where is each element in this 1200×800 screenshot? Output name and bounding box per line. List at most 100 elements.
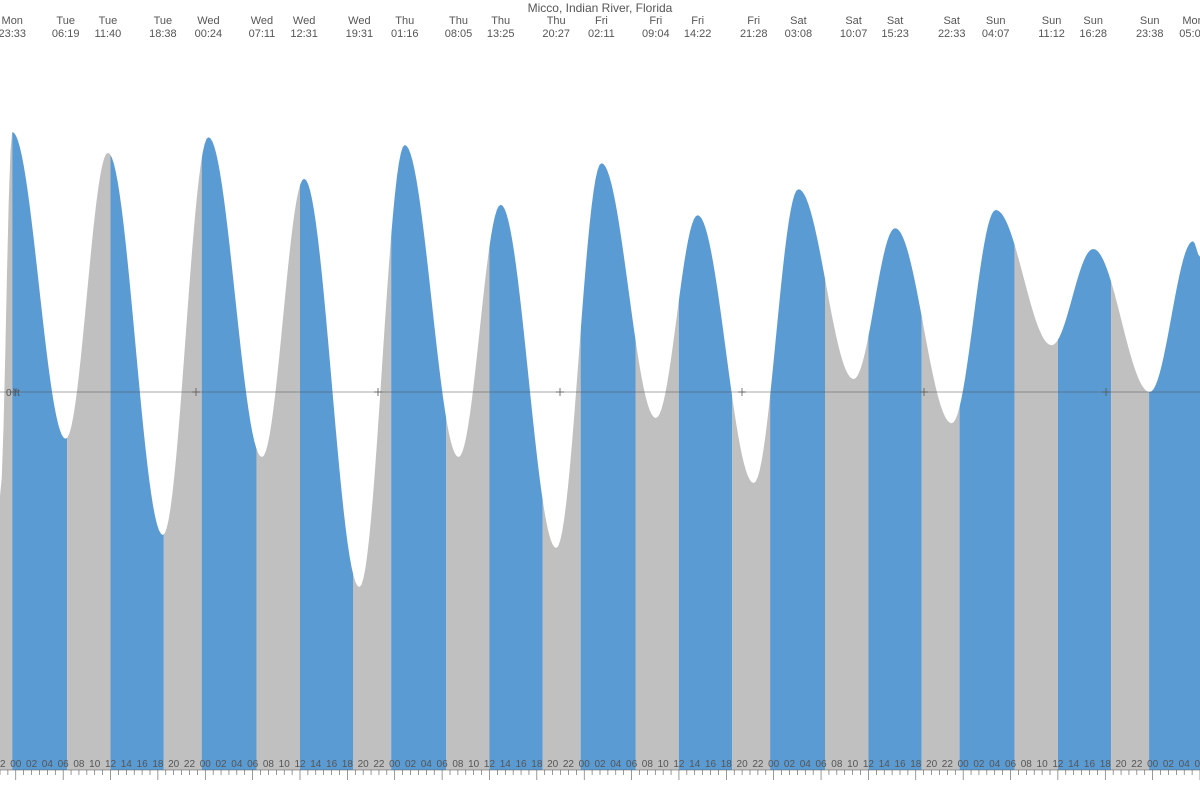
x-tick-label: 14 xyxy=(310,759,322,770)
svg-text:Tue: Tue xyxy=(99,15,118,27)
x-tick-label: 10 xyxy=(1037,759,1049,770)
x-tick-label: 06 xyxy=(1194,759,1200,770)
x-tick-label: 02 xyxy=(26,759,38,770)
svg-text:03:08: 03:08 xyxy=(785,28,813,40)
x-tick-label: 02 xyxy=(594,759,606,770)
x-tick-label: 08 xyxy=(642,759,654,770)
chart-title: Micco, Indian River, Florida xyxy=(528,1,673,15)
tide-event-label: Thu08:05 xyxy=(445,15,473,40)
x-tick-label: 02 xyxy=(973,759,985,770)
x-tick-label: 02 xyxy=(215,759,227,770)
svg-text:06:19: 06:19 xyxy=(52,28,80,40)
svg-text:13:25: 13:25 xyxy=(487,28,515,40)
tide-event-label: Sat22:33 xyxy=(938,15,966,40)
x-tick-label: 20 xyxy=(926,759,938,770)
tide-event-label: Fri14:22 xyxy=(684,15,712,40)
tide-chart: 0 ftMicco, Indian River, FloridaMon23:33… xyxy=(0,0,1200,800)
x-tick-label: 16 xyxy=(1084,759,1096,770)
x-tick-label: 08 xyxy=(831,759,843,770)
svg-text:Sun: Sun xyxy=(1083,15,1103,27)
tide-event-label: Sun16:28 xyxy=(1079,15,1107,40)
x-tick-label: 12 xyxy=(484,759,496,770)
svg-text:Sun: Sun xyxy=(1042,15,1062,27)
x-tick-label: 20 xyxy=(358,759,370,770)
svg-text:21:28: 21:28 xyxy=(740,28,768,40)
svg-text:09:04: 09:04 xyxy=(642,28,670,40)
x-tick-label: 04 xyxy=(989,759,1001,770)
svg-text:Fri: Fri xyxy=(747,15,760,27)
x-tick-label: 00 xyxy=(768,759,780,770)
x-tick-label: 16 xyxy=(705,759,717,770)
svg-text:10:07: 10:07 xyxy=(840,28,868,40)
x-tick-label: 16 xyxy=(894,759,906,770)
svg-text:Fri: Fri xyxy=(595,15,608,27)
x-tick-label: 06 xyxy=(437,759,449,770)
tide-event-label: Thu13:25 xyxy=(487,15,515,40)
x-tick-label: 14 xyxy=(121,759,133,770)
svg-text:07:11: 07:11 xyxy=(249,28,276,40)
tide-event-label: Fri21:28 xyxy=(740,15,768,40)
svg-text:Wed: Wed xyxy=(251,15,273,27)
x-tick-label: 16 xyxy=(326,759,338,770)
x-tick-label: 10 xyxy=(468,759,480,770)
tide-event-label: Sun23:38 xyxy=(1136,15,1164,40)
svg-text:Wed: Wed xyxy=(293,15,315,27)
svg-text:05:07: 05:07 xyxy=(1179,28,1200,40)
x-tick-label: 12 xyxy=(294,759,306,770)
svg-text:Wed: Wed xyxy=(197,15,219,27)
x-tick-label: 06 xyxy=(58,759,70,770)
x-tick-label: 22 xyxy=(184,759,196,770)
x-tick-label: 02 xyxy=(784,759,796,770)
x-tick-label: 18 xyxy=(910,759,922,770)
x-tick-label: 14 xyxy=(500,759,512,770)
x-tick-label: 10 xyxy=(89,759,101,770)
x-tick-label: 18 xyxy=(721,759,733,770)
tide-event-label: Mon05:07 xyxy=(1179,15,1200,40)
x-tick-label: 00 xyxy=(200,759,212,770)
svg-text:11:12: 11:12 xyxy=(1038,28,1065,40)
zero-ft-label: 0 ft xyxy=(6,388,20,399)
x-tick-label: 04 xyxy=(421,759,433,770)
x-tick-label: 00 xyxy=(579,759,591,770)
tide-event-label: Sat10:07 xyxy=(840,15,868,40)
svg-text:15:23: 15:23 xyxy=(881,28,909,40)
x-tick-label: 22 xyxy=(0,759,6,770)
x-tick-label: 06 xyxy=(626,759,638,770)
x-tick-label: 00 xyxy=(1147,759,1159,770)
x-tick-label: 14 xyxy=(879,759,891,770)
svg-text:Sun: Sun xyxy=(986,15,1006,27)
tide-event-label: Thu01:16 xyxy=(391,15,419,40)
x-tick-label: 18 xyxy=(152,759,164,770)
x-tick-label: 22 xyxy=(1131,759,1143,770)
svg-text:Sat: Sat xyxy=(790,15,807,27)
x-tick-label: 04 xyxy=(800,759,812,770)
x-tick-label: 08 xyxy=(263,759,275,770)
svg-text:Mon: Mon xyxy=(2,15,23,27)
svg-text:14:22: 14:22 xyxy=(684,28,712,40)
svg-text:Mon: Mon xyxy=(1182,15,1200,27)
x-tick-label: 10 xyxy=(279,759,291,770)
x-tick-label: 04 xyxy=(42,759,54,770)
svg-text:16:28: 16:28 xyxy=(1079,28,1107,40)
x-tick-label: 02 xyxy=(1163,759,1175,770)
x-tick-label: 00 xyxy=(10,759,22,770)
tide-event-label: Tue06:19 xyxy=(52,15,80,40)
tide-event-label: Fri09:04 xyxy=(642,15,670,40)
x-tick-label: 20 xyxy=(547,759,559,770)
x-tick-label: 10 xyxy=(847,759,859,770)
x-tick-label: 12 xyxy=(673,759,685,770)
x-tick-label: 20 xyxy=(168,759,180,770)
svg-text:Fri: Fri xyxy=(691,15,704,27)
x-tick-label: 22 xyxy=(373,759,385,770)
svg-text:08:05: 08:05 xyxy=(445,28,473,40)
svg-text:Tue: Tue xyxy=(154,15,173,27)
x-tick-label: 12 xyxy=(863,759,875,770)
tide-event-label: Wed19:31 xyxy=(346,15,374,40)
svg-text:04:07: 04:07 xyxy=(982,28,1010,40)
svg-text:Sat: Sat xyxy=(943,15,960,27)
x-tick-label: 20 xyxy=(1115,759,1127,770)
tide-event-label: Tue11:40 xyxy=(95,15,122,40)
x-tick-label: 18 xyxy=(342,759,354,770)
svg-text:Thu: Thu xyxy=(449,15,468,27)
x-tick-label: 16 xyxy=(137,759,149,770)
